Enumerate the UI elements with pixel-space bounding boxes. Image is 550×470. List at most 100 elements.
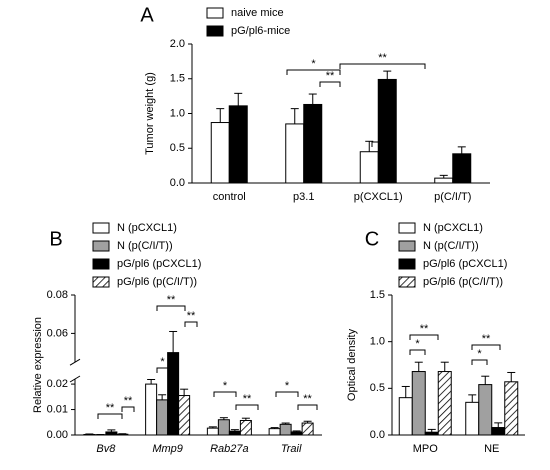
- x-tick-label: p(C/I/T): [434, 191, 471, 203]
- y-tick-label: 0.08: [47, 289, 68, 301]
- significance-bracket: [410, 350, 425, 355]
- x-tick-label: Mmp9: [152, 443, 183, 455]
- bar: [304, 104, 322, 183]
- significance-bracket: [214, 392, 236, 397]
- y-tick-label: 0.5: [170, 142, 185, 154]
- legend-swatch: [93, 277, 109, 287]
- significance-label: **: [167, 294, 176, 306]
- bar: [146, 384, 157, 435]
- significance-bracket: [340, 64, 425, 69]
- bar: [207, 428, 218, 435]
- bar: [269, 429, 280, 435]
- legend-label: N (p(C/I/T)): [117, 240, 173, 252]
- bar: [425, 432, 438, 435]
- significance-bracket: [320, 82, 340, 87]
- significance-label: **: [124, 395, 133, 407]
- x-tick-label: Rab27a: [210, 443, 249, 455]
- y-axis-label: Optical density: [346, 328, 358, 401]
- bar: [106, 432, 117, 435]
- y-axis-label: Relative expression: [32, 317, 44, 413]
- bar: [291, 432, 302, 435]
- bar: [229, 431, 240, 435]
- significance-bracket: [236, 405, 258, 410]
- legend-swatch: [399, 259, 415, 269]
- bar: [280, 424, 291, 435]
- significance-bracket: [157, 306, 185, 311]
- significance-label: *: [311, 58, 316, 70]
- y-axis-label: Tumor weight (g): [144, 72, 156, 155]
- bar: [435, 178, 453, 183]
- x-tick-label: NE: [484, 443, 499, 455]
- legend-swatch: [207, 26, 223, 36]
- legend-label: pG/pl6 (pCXCL1): [117, 258, 201, 270]
- legend-swatch: [399, 241, 415, 251]
- y-tick-label: 1.5: [370, 289, 385, 301]
- bar: [466, 402, 479, 435]
- bar: [399, 398, 412, 435]
- x-tick-label: MPO: [413, 443, 439, 455]
- x-tick-label: p(CXCL1): [354, 191, 403, 203]
- y-tick-label: 0.00: [47, 429, 68, 441]
- significance-label: *: [415, 338, 420, 350]
- y-tick-label: 1.0: [370, 336, 385, 348]
- significance-label: **: [420, 323, 429, 335]
- significance-label: **: [378, 52, 387, 64]
- bar: [505, 382, 518, 435]
- y-tick-label: 0.01: [47, 403, 68, 415]
- legend-swatch: [399, 277, 415, 287]
- significance-label: *: [285, 380, 290, 392]
- legend-label: pG/pl6 (p(C/I/T)): [117, 276, 197, 288]
- y-tick-label: 0.02: [47, 378, 68, 390]
- significance-bracket: [472, 360, 487, 365]
- legend-label: N (p(C/I/T)): [423, 240, 479, 252]
- legend-swatch: [207, 8, 223, 18]
- legend-label: N (pCXCL1): [423, 222, 483, 234]
- significance-label: **: [243, 393, 252, 405]
- x-tick-label: p3.1: [293, 191, 314, 203]
- x-tick-label: Bv8: [96, 443, 116, 455]
- significance-label: **: [378, 130, 387, 142]
- significance-label: *: [160, 356, 165, 368]
- significance-label: **: [187, 310, 196, 322]
- legend-label: pG/pl6 (pCXCL1): [423, 258, 507, 270]
- y-tick-label: 1.0: [170, 107, 185, 119]
- y-tick-label: 0.0: [370, 429, 385, 441]
- significance-label: **: [482, 333, 491, 345]
- panel-label: B: [49, 228, 62, 250]
- bar: [453, 154, 471, 183]
- significance-bracket: [472, 345, 500, 350]
- panel-label: A: [140, 4, 154, 26]
- legend-label: pG/pl6 (p(C/I/T)): [423, 276, 503, 288]
- significance-bracket: [410, 335, 438, 340]
- legend-swatch: [93, 259, 109, 269]
- legend-label: naive mice: [231, 7, 284, 19]
- bar: [412, 372, 425, 435]
- bar: [302, 423, 313, 435]
- significance-bracket: [276, 392, 298, 397]
- y-tick-label: 2.0: [170, 38, 185, 50]
- legend-swatch: [93, 241, 109, 251]
- bar: [168, 353, 179, 435]
- significance-label: **: [303, 393, 312, 405]
- legend-swatch: [399, 223, 415, 233]
- significance-bracket: [98, 414, 122, 419]
- y-tick-label: 0.0: [170, 177, 185, 189]
- bar: [218, 420, 229, 435]
- significance-label: **: [106, 402, 115, 414]
- significance-bracket: [157, 368, 168, 373]
- bar: [492, 428, 505, 435]
- x-tick-label: control: [213, 191, 246, 203]
- x-tick-label: Trail: [281, 443, 302, 455]
- legend-label: N (pCXCL1): [117, 222, 177, 234]
- bar: [211, 123, 229, 183]
- significance-label: **: [326, 70, 335, 82]
- significance-bracket: [185, 322, 197, 327]
- bar: [117, 434, 128, 435]
- panel-label: C: [365, 228, 379, 250]
- bar: [179, 396, 190, 435]
- legend-label: pG/pl6-mice: [231, 25, 290, 37]
- bar: [229, 106, 247, 183]
- significance-bracket: [122, 407, 134, 412]
- bar: [360, 152, 378, 183]
